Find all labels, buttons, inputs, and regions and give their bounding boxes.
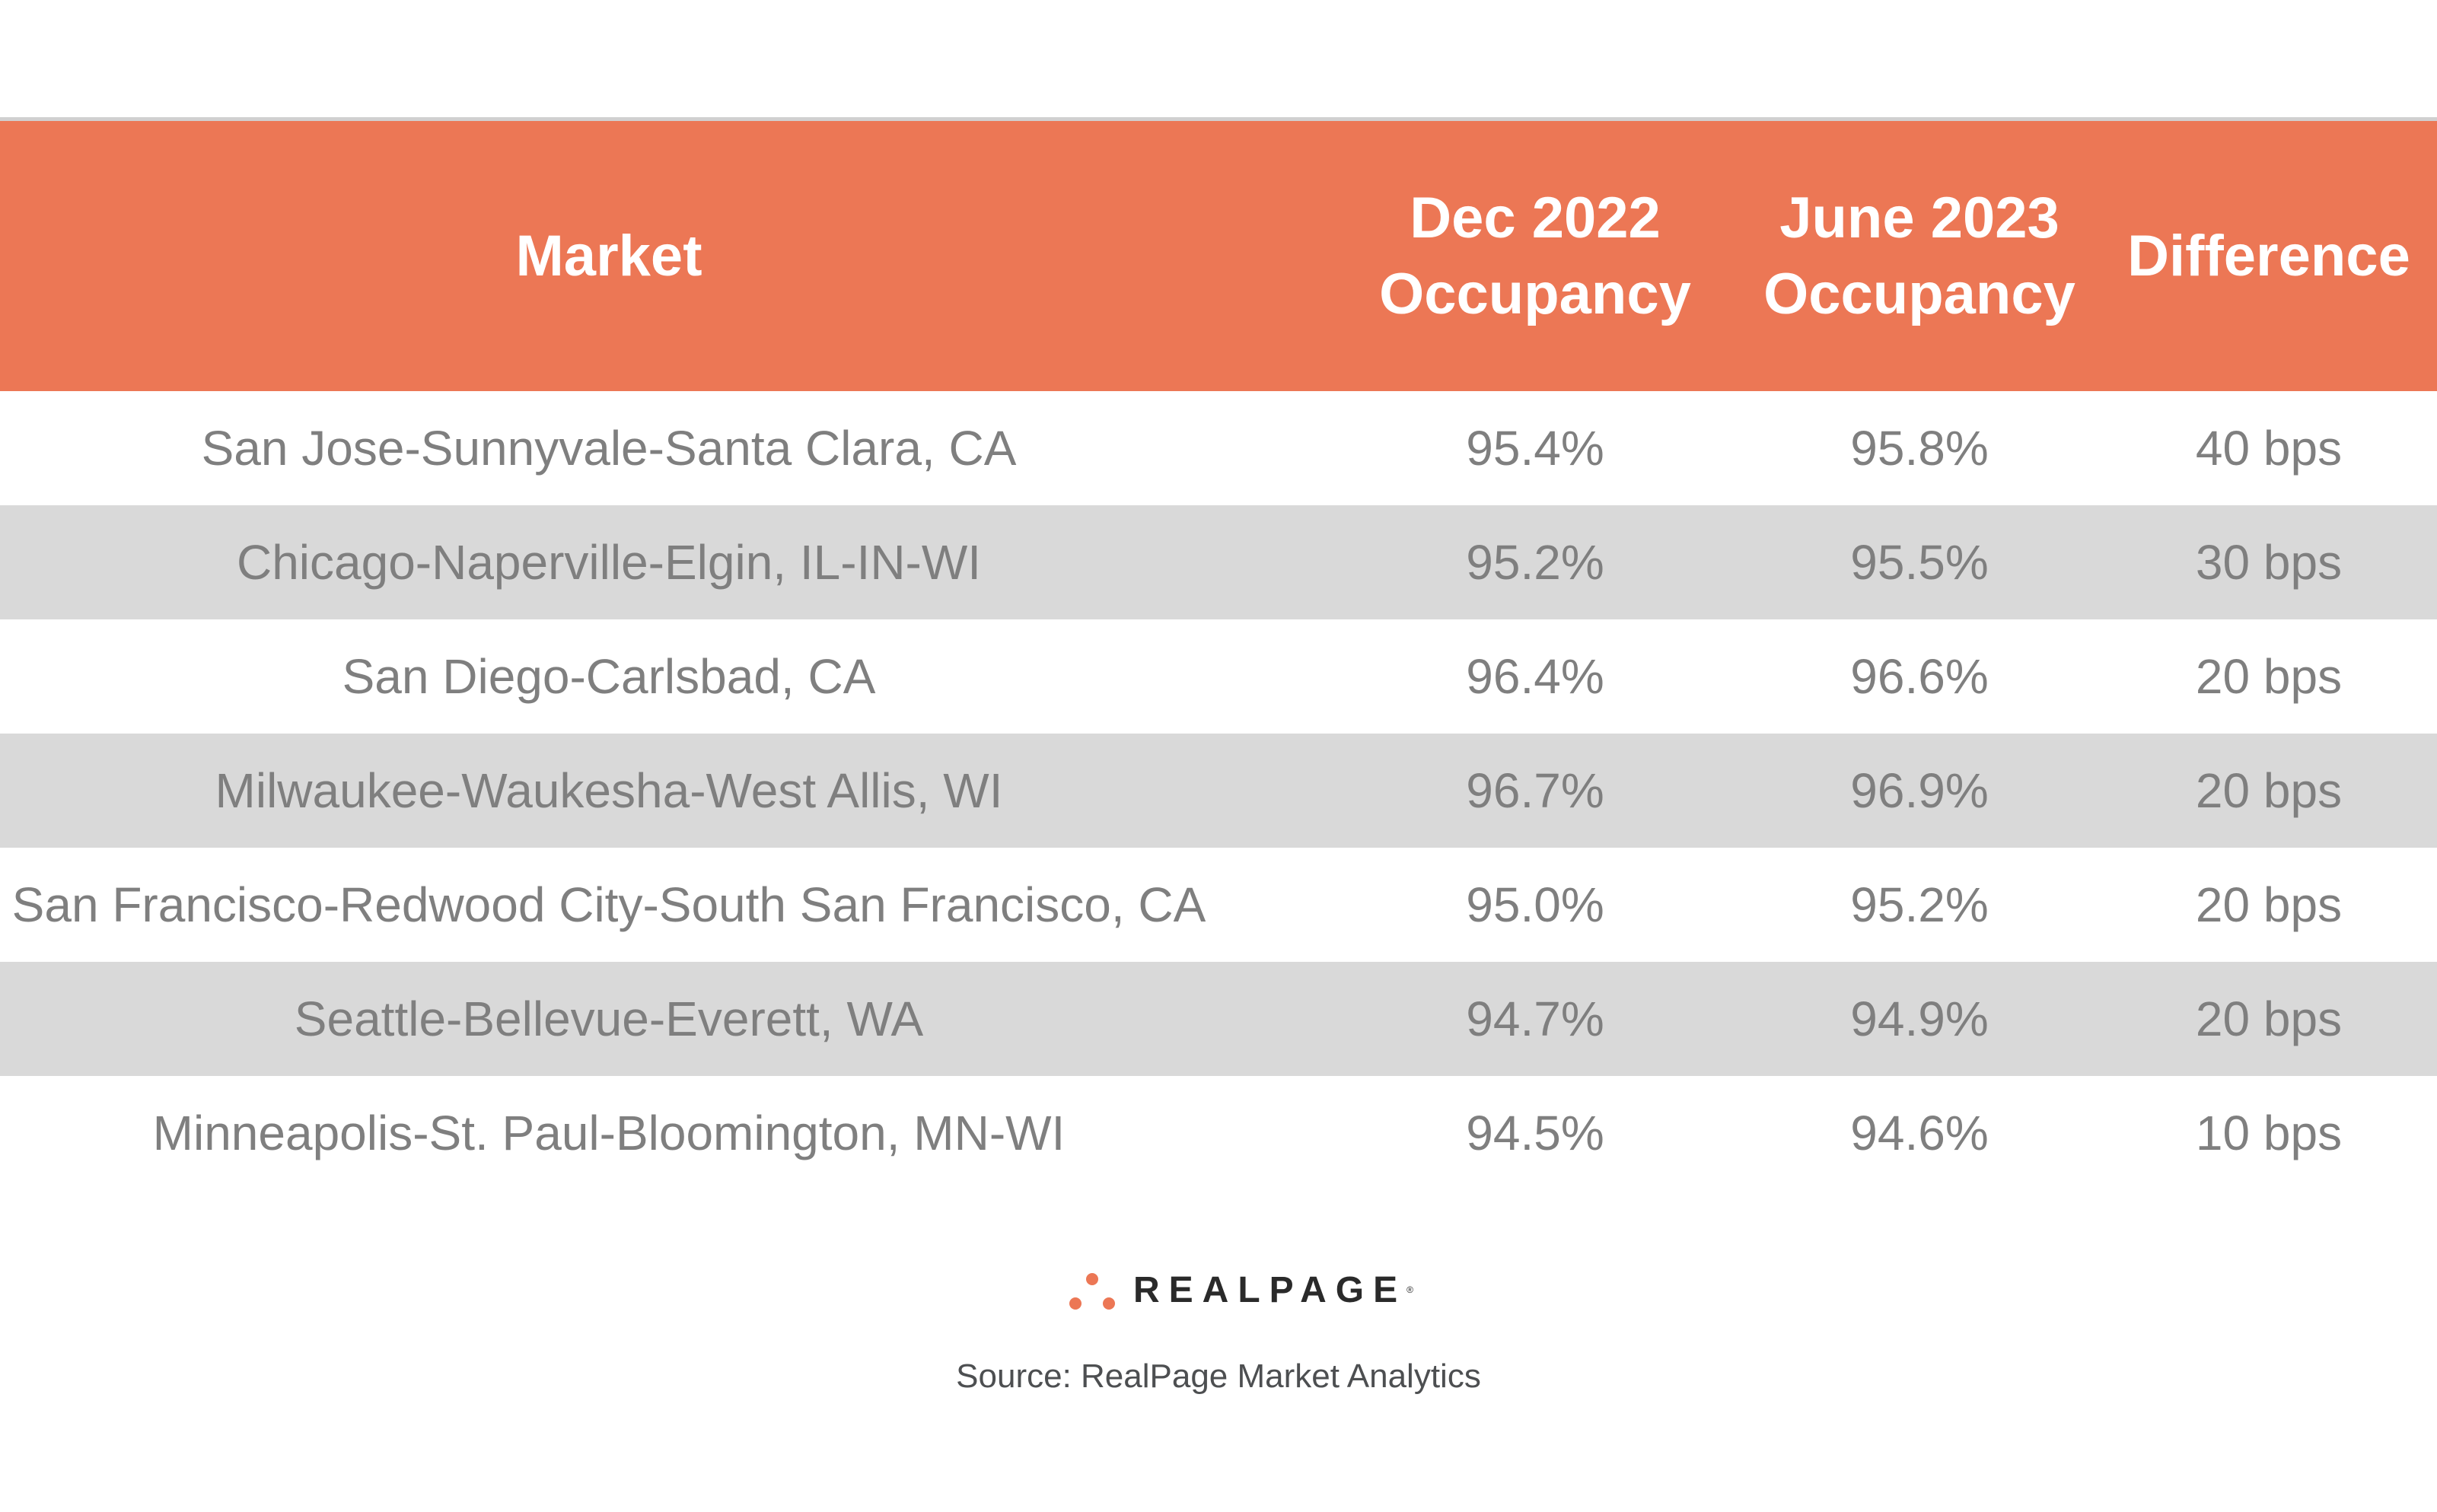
dec-2022-cell: 96.4% <box>1466 649 1604 704</box>
difference-cell: 20 bps <box>2195 763 2343 818</box>
source-note: Source: RealPage Market Analytics <box>956 1358 1481 1395</box>
difference-cell: 20 bps <box>2195 649 2343 704</box>
top-divider <box>0 117 2437 121</box>
june-2023-cell: 95.8% <box>1850 421 1989 476</box>
market-cell: San Diego-Carlsbad, CA <box>342 649 876 704</box>
logo-dots-icon <box>1069 1267 1115 1313</box>
header-dec-2022: Dec 2022 Occupancy <box>1340 121 1731 391</box>
header-june-line2: Occupancy <box>1763 261 2075 326</box>
realpage-logo: REALPAGE ® <box>1069 1263 1413 1316</box>
header-difference: Difference <box>2127 223 2410 288</box>
dec-2022-cell: 95.2% <box>1466 535 1604 590</box>
logo-text: REALPAGE <box>1133 1269 1407 1310</box>
june-2023-cell: 96.9% <box>1850 763 1989 818</box>
june-2023-cell: 96.6% <box>1850 649 1989 704</box>
table-row: San Francisco-Redwood City-South San Fra… <box>0 848 2437 962</box>
header-june-2023: June 2023 Occupancy <box>1724 121 2115 391</box>
dec-2022-cell: 96.7% <box>1466 763 1604 818</box>
difference-cell: 20 bps <box>2195 992 2343 1046</box>
table-row: Minneapolis-St. Paul-Bloomington, MN-WI 9… <box>0 1076 2437 1190</box>
market-cell: Minneapolis-St. Paul-Bloomington, MN-WI <box>152 1106 1066 1160</box>
june-2023-cell: 95.5% <box>1850 535 1989 590</box>
header-dec-line1: Dec 2022 <box>1410 185 1661 250</box>
header-dec-line2: Occupancy <box>1379 261 1691 326</box>
difference-cell: 10 bps <box>2195 1106 2343 1160</box>
difference-cell: 40 bps <box>2195 421 2343 476</box>
dec-2022-cell: 94.7% <box>1466 992 1604 1046</box>
header-market: Market <box>515 223 702 288</box>
market-cell: San Jose-Sunnyvale-Santa Clara, CA <box>201 421 1017 476</box>
june-2023-cell: 95.2% <box>1850 877 1989 932</box>
table-row: Seattle-Bellevue-Everett, WA 94.7% 94.9% 20… <box>0 962 2437 1076</box>
dec-2022-cell: 94.5% <box>1466 1106 1604 1160</box>
table-row: San Jose-Sunnyvale-Santa Clara, CA 95.4% 9… <box>0 391 2437 505</box>
header-june-line1: June 2023 <box>1779 185 2060 250</box>
table-row: Milwaukee-Waukesha-West Allis, WI 96.7% 96… <box>0 734 2437 848</box>
market-cell: Chicago-Naperville-Elgin, IL-IN-WI <box>236 535 982 590</box>
difference-cell: 30 bps <box>2195 535 2343 590</box>
registered-mark: ® <box>1406 1284 1413 1295</box>
table-row: Chicago-Naperville-Elgin, IL-IN-WI 95.2% 9… <box>0 505 2437 619</box>
market-cell: Milwaukee-Waukesha-West Allis, WI <box>215 763 1003 818</box>
table-body: San Jose-Sunnyvale-Santa Clara, CA 95.4% 9… <box>0 391 2437 1190</box>
table-header: Market Dec 2022 Occupancy June 2023 Occupa… <box>0 121 2437 391</box>
dec-2022-cell: 95.4% <box>1466 421 1604 476</box>
june-2023-cell: 94.6% <box>1850 1106 1989 1160</box>
table-row: San Diego-Carlsbad, CA 96.4% 96.6% 20 bps <box>0 619 2437 734</box>
difference-cell: 20 bps <box>2195 877 2343 932</box>
june-2023-cell: 94.9% <box>1850 992 1989 1046</box>
market-cell: San Francisco-Redwood City-South San Fra… <box>11 877 1206 932</box>
market-cell: Seattle-Bellevue-Everett, WA <box>294 992 924 1046</box>
dec-2022-cell: 95.0% <box>1466 877 1604 932</box>
